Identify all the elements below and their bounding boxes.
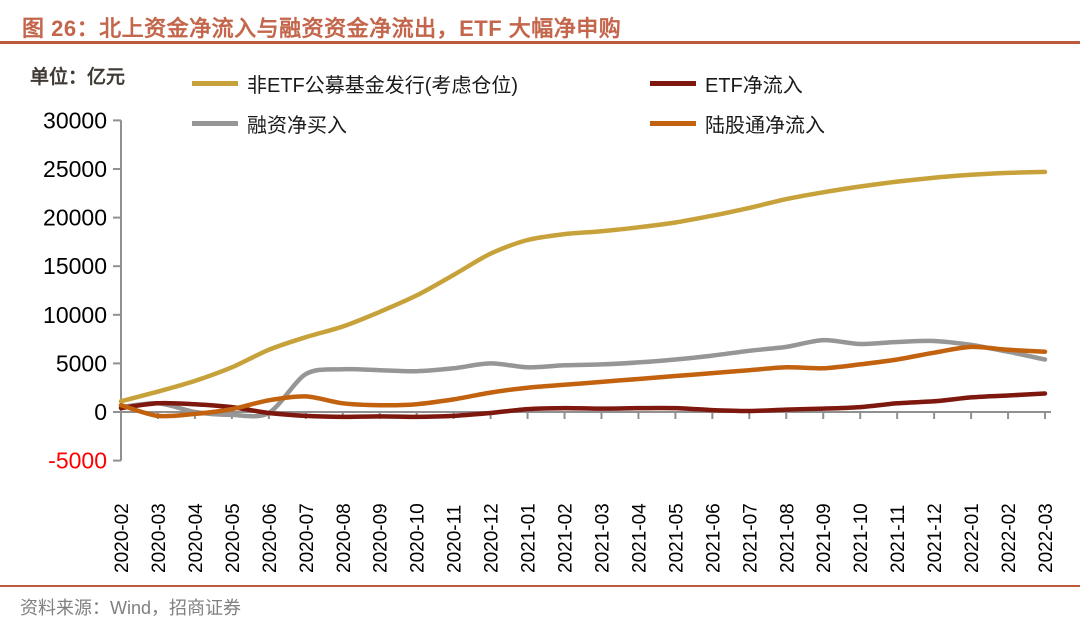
- y-tick-label: 20000: [43, 205, 107, 231]
- x-tick-label: 2020-06: [260, 503, 281, 573]
- x-tick-label: 2020-07: [297, 503, 318, 573]
- source-note: 资料来源：Wind，招商证券: [20, 598, 242, 618]
- legend-swatch-non-etf-fund-issuance: [192, 80, 238, 86]
- x-tick-label: 2021-06: [703, 503, 724, 573]
- x-tick-label: 2022-03: [1036, 503, 1057, 573]
- title-underline: [0, 41, 1080, 44]
- series-line-northbound-net-inflow: [118, 344, 1048, 419]
- x-tick-label: 2021-02: [556, 503, 577, 573]
- x-tick-label: 2021-11: [888, 505, 909, 573]
- x-tick-label: 2022-01: [962, 503, 983, 573]
- x-tick-label: 2020-02: [112, 503, 133, 573]
- series-line-non-etf-fund-issuance: [118, 169, 1048, 404]
- y-tick-label: 30000: [43, 107, 107, 133]
- y-tick-label: 0: [94, 399, 107, 425]
- x-tick-label: 2022-02: [999, 503, 1020, 573]
- legend-swatch-etf-net-inflow: [650, 80, 696, 86]
- legend-swatch-northbound-net-inflow: [650, 120, 696, 126]
- x-tick-label: 2020-03: [149, 503, 170, 573]
- series-line-margin-net-buy: [118, 337, 1048, 419]
- line-chart: 30000 25000 20000 15000 10000 5000 0 -5000 2020-…: [43, 107, 1057, 573]
- y-tick-label: 25000: [43, 156, 107, 182]
- x-tick-label: 2021-04: [629, 503, 650, 573]
- x-tick-label: 2021-03: [592, 503, 613, 573]
- x-tick-label: 2021-10: [851, 503, 872, 573]
- chart-legend: 非ETF公募基金发行(考虑仓位) ETF净流入 融资净买入 陆股通净流入: [192, 63, 825, 143]
- x-tick-label: 2021-07: [740, 503, 761, 573]
- y-tick-label: 5000: [56, 350, 107, 376]
- y-tick-label: 10000: [43, 302, 107, 328]
- x-tick-label: 2020-11: [445, 505, 466, 573]
- x-tick-label: 2021-09: [814, 503, 835, 573]
- legend-item-non-etf-fund-issuance: 非ETF公募基金发行(考虑仓位): [192, 69, 650, 98]
- footer-divider: [0, 585, 1080, 587]
- legend-swatch-margin-net-buy: [192, 120, 238, 126]
- legend-label-northbound-net-inflow: 陆股通净流入: [705, 114, 825, 137]
- x-tick-label: 2021-05: [666, 503, 687, 573]
- x-tick-label: 2021-12: [925, 503, 946, 573]
- unit-label: 单位：亿元: [30, 67, 126, 88]
- legend-item-etf-net-inflow: ETF净流入: [650, 69, 825, 98]
- figure-title: 图 26：北上资金净流入与融资资金净流出，ETF 大幅净申购: [22, 16, 622, 41]
- y-tick-label: 15000: [43, 253, 107, 279]
- x-tick-label: 2020-10: [408, 503, 429, 573]
- x-tick-label: 2020-12: [482, 503, 503, 573]
- x-tick-label: 2020-04: [186, 503, 207, 573]
- legend-item-margin-net-buy: 融资净买入: [192, 109, 650, 138]
- x-tick-label: 2020-09: [371, 503, 392, 573]
- y-tick-label: -5000: [48, 448, 107, 474]
- x-tick-label: 2021-01: [519, 503, 540, 573]
- x-tick-label: 2020-05: [223, 503, 244, 573]
- legend-item-northbound-net-inflow: 陆股通净流入: [650, 109, 825, 138]
- series-line-etf-net-inflow: [118, 391, 1048, 420]
- x-tick-label: 2020-08: [334, 503, 355, 573]
- legend-label-non-etf-fund-issuance: 非ETF公募基金发行(考虑仓位): [247, 74, 519, 97]
- legend-label-margin-net-buy: 融资净买入: [247, 114, 347, 137]
- legend-label-etf-net-inflow: ETF净流入: [705, 74, 803, 97]
- x-tick-label: 2021-08: [777, 503, 798, 573]
